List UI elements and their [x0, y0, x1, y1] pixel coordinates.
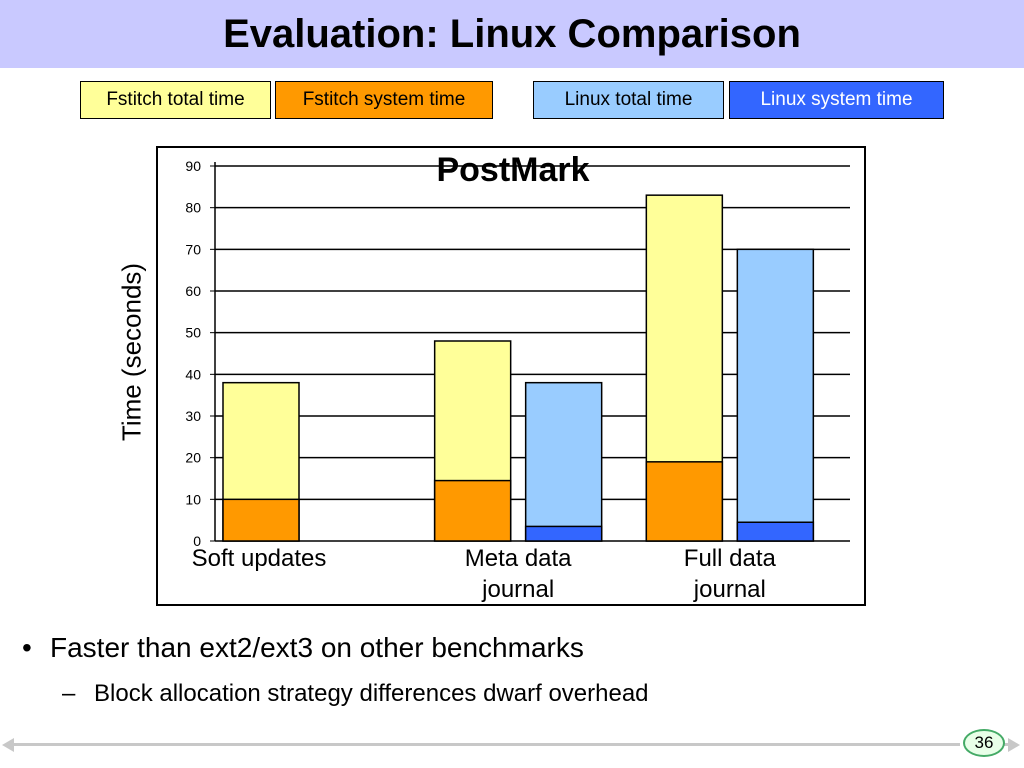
- bullet-marker: •: [22, 632, 32, 663]
- slide-nav-bar: [10, 743, 960, 746]
- x-tick-label: Soft updates: [192, 545, 327, 572]
- linux-system-bar: [736, 521, 815, 542]
- y-tick-label: 50: [185, 325, 201, 341]
- y-tick-label: 10: [185, 491, 201, 507]
- bar-chart: 0 10 20 30 40 50 60 70 80 90 Soft updates Meta data…: [185, 151, 850, 603]
- nav-next-arrow-icon[interactable]: [1008, 738, 1020, 752]
- x-tick-label: journal: [693, 576, 766, 603]
- legend-fstitch-total: Fstitch total time: [80, 81, 271, 119]
- x-tick-label: journal: [481, 576, 554, 603]
- slide-title: Evaluation: Linux Comparison: [223, 11, 801, 56]
- fstitch-system-bar: [645, 461, 724, 542]
- y-axis-label: Time (seconds): [116, 262, 147, 442]
- fstitch-system-bar: [433, 479, 512, 542]
- legend-linux-system: Linux system time: [729, 81, 944, 119]
- fstitch-system-bar: [222, 498, 300, 542]
- x-tick-label: Meta data: [465, 545, 572, 572]
- page-number: 36: [963, 729, 1005, 757]
- nav-prev-arrow-icon[interactable]: [2, 738, 14, 752]
- y-tick-label: 80: [185, 200, 201, 216]
- legend-label: Linux system time: [760, 89, 913, 110]
- sub-bullet-item: – Block allocation strategy differences …: [62, 680, 649, 708]
- sub-bullet-text: Block allocation strategy differences dw…: [94, 680, 649, 707]
- y-tick-label: 30: [185, 408, 201, 424]
- legend-label: Fstitch system time: [302, 89, 466, 110]
- legend-fstitch-system: Fstitch system time: [275, 81, 493, 119]
- chart-title: PostMark: [436, 151, 589, 189]
- bullet-item: • Faster than ext2/ext3 on other benchma…: [22, 632, 584, 664]
- y-tick-label: 0: [193, 533, 201, 549]
- bullet-text: Faster than ext2/ext3 on other benchmark…: [50, 632, 584, 663]
- linux-total-bar: [736, 248, 815, 542]
- legend-label: Fstitch total time: [106, 89, 245, 110]
- y-tick-label: 70: [185, 241, 201, 257]
- y-tick-label: 60: [185, 283, 201, 299]
- title-bar: Evaluation: Linux Comparison: [0, 0, 1024, 68]
- y-tick-label: 20: [185, 450, 201, 466]
- x-tick-label: Full data: [684, 545, 777, 572]
- sub-bullet-marker: –: [62, 680, 76, 707]
- legend-label: Linux total time: [564, 89, 693, 110]
- chart-frame: 0 10 20 30 40 50 60 70 80 90 Soft updates Meta data…: [156, 146, 866, 606]
- linux-total-bar: [524, 381, 603, 542]
- y-tick-label: 90: [185, 158, 201, 174]
- y-tick-label: 40: [185, 366, 201, 382]
- slide-nav-bar-end: [1000, 743, 1010, 746]
- legend-linux-total: Linux total time: [533, 81, 724, 119]
- linux-system-bar: [524, 525, 603, 542]
